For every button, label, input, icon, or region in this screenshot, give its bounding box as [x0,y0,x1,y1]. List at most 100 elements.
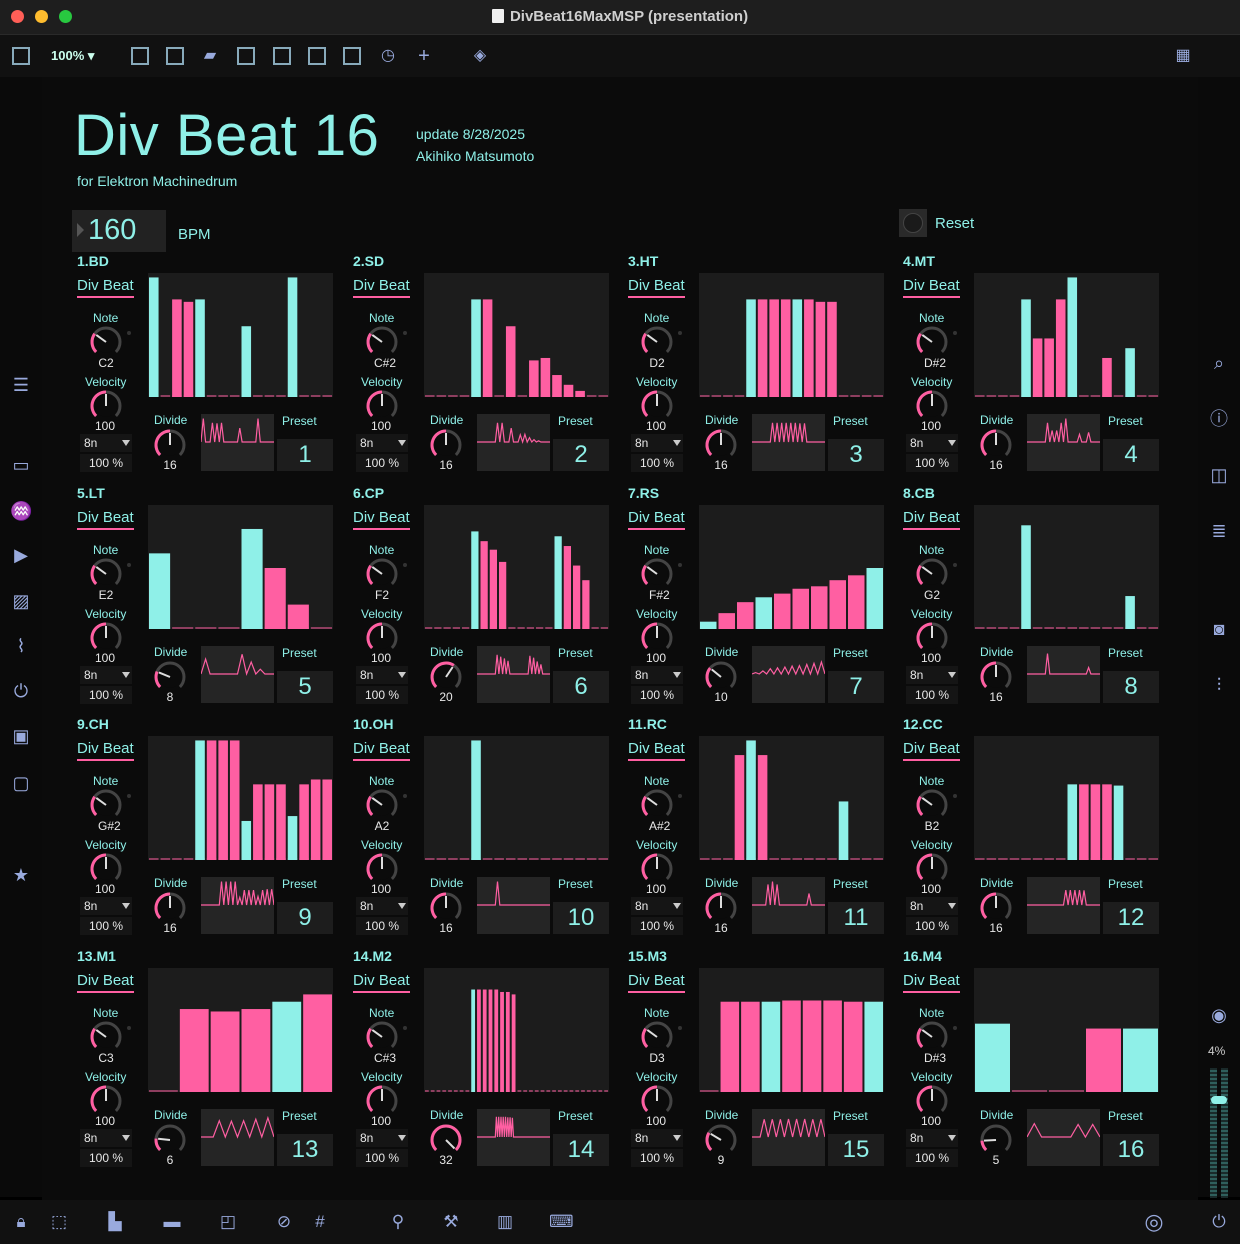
step-bar-graph[interactable] [148,968,333,1092]
percent-box[interactable]: 100 % [356,917,408,935]
slider-object-icon[interactable] [343,47,361,65]
pin-icon[interactable]: ⚲ [391,1212,405,1231]
percent-box[interactable]: 100 % [906,686,958,704]
sidebar-toggle-icon[interactable] [12,47,30,65]
velocity-knob[interactable] [639,1083,675,1119]
preset-number-box[interactable]: 10 [553,902,609,934]
rate-dropdown[interactable]: 8n [356,897,408,915]
rate-dropdown[interactable]: 8n [80,434,132,452]
velocity-knob[interactable] [364,388,400,424]
percent-box[interactable]: 100 % [906,454,958,472]
rate-dropdown[interactable]: 8n [631,666,683,684]
rate-dropdown[interactable]: 8n [906,1129,958,1147]
image-icon[interactable]: ▨ [12,591,30,611]
search-icon[interactable]: ⌕ [1213,353,1225,373]
preset-number-box[interactable]: 5 [277,671,333,703]
percent-box[interactable]: 100 % [80,686,132,704]
velocity-knob[interactable] [88,1083,124,1119]
step-bar-graph[interactable] [699,273,884,397]
divide-knob[interactable] [978,427,1014,463]
bpm-number-box[interactable]: 160 [72,210,166,252]
note-knob[interactable] [914,787,950,823]
camera-icon[interactable]: ◙ [1213,619,1225,639]
percent-box[interactable]: 100 % [356,1149,408,1167]
step-bar-graph[interactable] [424,505,609,629]
menu-icon[interactable]: ☰ [12,375,30,395]
step-bar-graph[interactable] [424,273,609,397]
preset-number-box[interactable]: 4 [1103,439,1159,471]
divide-knob[interactable] [428,659,464,695]
comment-icon[interactable]: ▰ [203,47,217,64]
percent-box[interactable]: 100 % [906,917,958,935]
wrench-icon[interactable]: ⚒ [443,1212,459,1231]
step-bar-graph[interactable] [974,505,1159,629]
rate-dropdown[interactable]: 8n [631,1129,683,1147]
divide-knob[interactable] [152,659,188,695]
step-bar-graph[interactable] [974,273,1159,397]
note-knob[interactable] [914,1019,950,1055]
info-icon[interactable]: ⓘ [1210,409,1228,429]
velocity-knob[interactable] [364,851,400,887]
velocity-knob[interactable] [639,851,675,887]
divide-knob[interactable] [703,890,739,926]
note-knob[interactable] [364,787,400,823]
preset-number-box[interactable]: 9 [277,902,333,934]
rate-dropdown[interactable]: 8n [80,1129,132,1147]
velocity-knob[interactable] [914,388,950,424]
presentation-icon[interactable]: ▬ [163,1212,181,1231]
note-knob[interactable] [364,1019,400,1055]
split-view-icon[interactable]: ◫ [1210,465,1228,485]
note-knob[interactable] [88,556,124,592]
divide-knob[interactable] [152,427,188,463]
velocity-knob[interactable] [914,851,950,887]
percent-box[interactable]: 100 % [631,686,683,704]
percent-box[interactable]: 100 % [80,454,132,472]
rate-dropdown[interactable]: 8n [631,897,683,915]
step-bar-graph[interactable] [974,736,1159,860]
note-knob[interactable] [639,787,675,823]
dial-object-icon[interactable]: ◷ [381,47,395,64]
add-object-icon[interactable]: + [418,45,430,67]
divide-knob[interactable] [978,659,1014,695]
lock-icon[interactable]: 🔒︎ [16,1212,26,1231]
velocity-knob[interactable] [639,620,675,656]
rate-dropdown[interactable]: 8n [80,897,132,915]
media-icon[interactable]: ▶ [14,545,28,565]
note-knob[interactable] [914,556,950,592]
step-bar-graph[interactable] [148,273,333,397]
note-knob[interactable] [364,324,400,360]
power-icon[interactable]: ⏻ [1212,1212,1226,1231]
piano-icon[interactable]: ▥ [496,1212,514,1231]
divide-knob[interactable] [152,890,188,926]
percent-box[interactable]: 100 % [356,454,408,472]
target-icon[interactable]: ◉ [1211,1005,1227,1025]
step-bar-graph[interactable] [699,968,884,1092]
divide-knob[interactable] [428,890,464,926]
dsp-icon[interactable]: ◎ [1144,1209,1164,1234]
step-bar-graph[interactable] [148,505,333,629]
reset-button[interactable] [899,209,927,237]
close-window-button[interactable] [11,10,24,23]
grid-view-icon[interactable]: ▦ [1175,47,1191,64]
windows-icon[interactable]: ◰ [219,1212,237,1231]
play-object-icon[interactable] [308,47,326,65]
note-knob[interactable] [364,556,400,592]
velocity-knob[interactable] [88,620,124,656]
step-bar-graph[interactable] [974,968,1159,1092]
divide-knob[interactable] [978,1122,1014,1158]
preset-number-box[interactable]: 11 [828,902,884,934]
divide-knob[interactable] [703,427,739,463]
star-icon[interactable]: ★ [12,865,30,885]
rate-dropdown[interactable]: 8n [356,434,408,452]
keyboard-icon[interactable]: ⌨ [549,1212,574,1231]
rate-dropdown[interactable]: 8n [356,666,408,684]
output-meter[interactable] [1208,1068,1230,1198]
rate-dropdown[interactable]: 8n [80,666,132,684]
list-icon[interactable]: ≣ [1211,521,1227,541]
layer-icon[interactable]: ▙ [108,1212,122,1231]
velocity-knob[interactable] [364,620,400,656]
note-knob[interactable] [639,324,675,360]
package-icon[interactable]: ▢ [12,773,30,793]
preset-number-box[interactable]: 13 [277,1134,333,1166]
audio-icon[interactable]: ♒ [10,501,33,521]
